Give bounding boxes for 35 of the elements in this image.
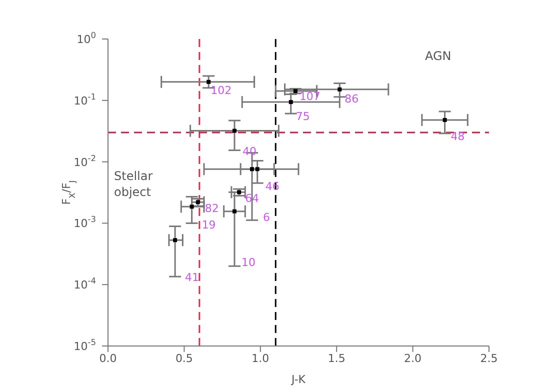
- annotation: 6: [263, 211, 270, 224]
- annotation: 102: [210, 84, 232, 97]
- annotation: 82: [204, 202, 219, 216]
- annotation: 41: [185, 271, 200, 284]
- x-tick-label: 1.5: [328, 352, 346, 365]
- annotation: 86: [344, 92, 359, 106]
- point: [255, 167, 260, 172]
- point: [250, 167, 254, 172]
- y-tick-label: 10$^{-4}$: [74, 276, 96, 292]
- y-tick-label: 10$^{-2}$: [74, 152, 96, 169]
- annotation: AGN: [425, 48, 452, 64]
- x-tick-label: 0.5: [175, 352, 193, 365]
- point: [232, 209, 236, 214]
- annotation: 107: [299, 90, 320, 104]
- point: [206, 80, 211, 84]
- annotation: 48: [450, 130, 465, 143]
- y-tick-label: 10$^{0}$: [76, 30, 96, 46]
- x-tick-label: 2.5: [480, 352, 498, 365]
- y-tick-label: 10$^{-5}$: [74, 337, 96, 353]
- y-tick-label: 10$^{-1}$: [74, 91, 96, 108]
- point: [190, 204, 194, 209]
- point: [232, 128, 236, 133]
- x-tick-label: 1.0: [252, 352, 270, 365]
- y-tick-label: 10$^{-3}$: [74, 214, 96, 230]
- x-tick-label: 0.0: [99, 352, 117, 365]
- x-tick-label: 2.0: [404, 352, 422, 365]
- point: [442, 118, 447, 122]
- point: [173, 238, 178, 242]
- point: [288, 100, 293, 104]
- annotation: 75: [296, 110, 310, 124]
- annotation: 10: [241, 256, 256, 270]
- x-axis-title: J-K: [290, 373, 306, 386]
- annotation: Stellar object: [114, 168, 154, 200]
- annotation: 19: [202, 218, 216, 232]
- point: [338, 87, 342, 92]
